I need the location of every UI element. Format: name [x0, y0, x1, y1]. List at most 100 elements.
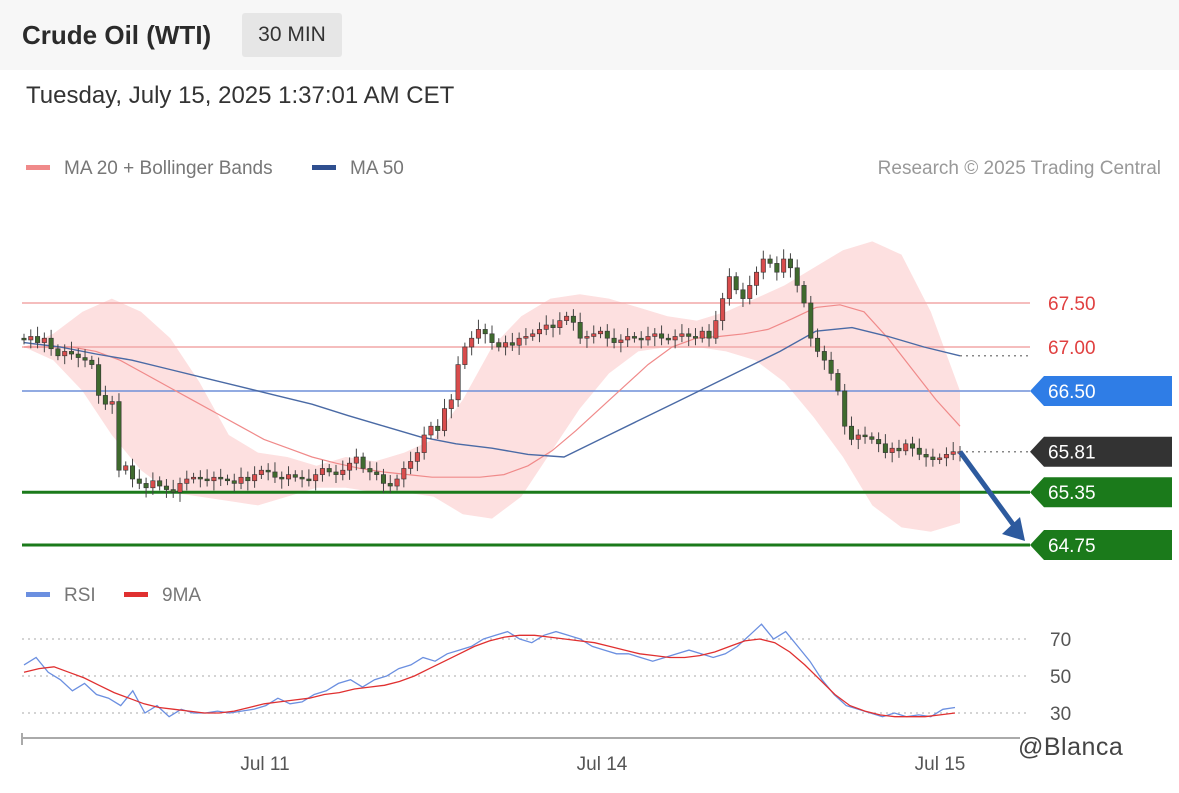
support-label: 64.75 [1048, 536, 1096, 557]
candle [855, 434, 861, 440]
candle [509, 342, 515, 346]
candle [306, 478, 312, 482]
rsi-tick-label: 70 [1050, 630, 1071, 651]
legend-rsi-ma-label: 9MA [162, 585, 202, 606]
candle [699, 330, 705, 339]
watermark: @Blanca [1018, 733, 1124, 761]
candle [150, 480, 156, 489]
candle [157, 480, 163, 487]
candle [523, 336, 529, 339]
candle [950, 451, 956, 455]
chart-header [0, 0, 1179, 70]
candle [482, 329, 488, 335]
ma50-line [23, 326, 961, 458]
candle [170, 489, 176, 493]
candle [903, 443, 909, 452]
candle [686, 333, 692, 337]
candle [862, 434, 868, 438]
forecast-arrow [957, 450, 1018, 529]
candle [733, 276, 739, 291]
candle [455, 364, 461, 401]
candle [489, 333, 495, 343]
candle [143, 483, 149, 489]
candle [625, 336, 631, 341]
candle [184, 478, 190, 484]
copyright-notice: Research © 2025 Trading Central [877, 158, 1161, 179]
rsi-tick-label: 30 [1050, 704, 1071, 725]
candle [679, 333, 685, 337]
candle [503, 342, 509, 348]
candle [286, 474, 292, 480]
candle [916, 447, 922, 455]
candle [937, 457, 943, 460]
last_price-label-box [1030, 436, 1172, 467]
candle [387, 483, 393, 487]
candle [604, 330, 610, 339]
candle [876, 439, 882, 445]
candle [163, 485, 169, 490]
candle [842, 390, 848, 427]
candle [136, 478, 142, 484]
legend-rsi-ma: 9MA [124, 585, 201, 607]
candle [21, 337, 27, 341]
candle [367, 468, 373, 473]
legend-ma50-swatch [312, 164, 336, 170]
candle [191, 476, 197, 480]
candle [68, 351, 74, 355]
candle [109, 401, 115, 405]
candle [672, 336, 678, 341]
legend-rsi-swatch [26, 591, 50, 597]
candle [828, 359, 834, 374]
candle [611, 337, 617, 343]
candle [279, 476, 285, 480]
candle [442, 408, 448, 431]
candle [218, 476, 224, 480]
candle [516, 337, 522, 346]
candle [584, 336, 590, 339]
candle [55, 348, 61, 357]
candle [706, 330, 712, 339]
candle [638, 337, 644, 341]
timestamp: Tuesday, July 15, 2025 1:37:01 AM CET [26, 82, 455, 109]
candle [869, 436, 875, 440]
candle [469, 337, 475, 348]
candle [380, 474, 386, 484]
candle [374, 471, 380, 475]
candle [692, 336, 698, 339]
candle [835, 373, 841, 392]
pivot-label: 66.50 [1048, 382, 1096, 403]
pivot-label-box [1030, 376, 1172, 406]
candle [462, 346, 468, 365]
candle [62, 351, 68, 357]
candle [41, 337, 47, 343]
instrument-title: Crude Oil (WTI) [22, 20, 212, 50]
legend-rsi: RSI [26, 585, 96, 607]
candle [448, 399, 454, 409]
candle [767, 258, 773, 264]
candle [848, 425, 854, 440]
candle [82, 357, 88, 361]
candle [245, 476, 251, 482]
candle [713, 320, 719, 339]
candle [258, 469, 264, 475]
candle [787, 258, 793, 269]
candle [754, 271, 760, 286]
candle [747, 285, 753, 299]
support-label-box [1030, 477, 1172, 508]
candle [292, 474, 298, 478]
candle [910, 443, 916, 449]
candle [414, 452, 420, 462]
interval-badge[interactable]: 30 MIN [242, 13, 342, 57]
candle [435, 425, 441, 431]
candle [252, 474, 258, 482]
candle [720, 298, 726, 321]
support-label-box [1030, 530, 1172, 560]
candle [930, 456, 936, 460]
candle [550, 324, 556, 328]
rsi-tick-label: 50 [1050, 667, 1071, 688]
candle [760, 258, 766, 273]
candle [557, 320, 563, 328]
candle [319, 468, 325, 475]
legend-ma20-swatch [26, 164, 50, 170]
